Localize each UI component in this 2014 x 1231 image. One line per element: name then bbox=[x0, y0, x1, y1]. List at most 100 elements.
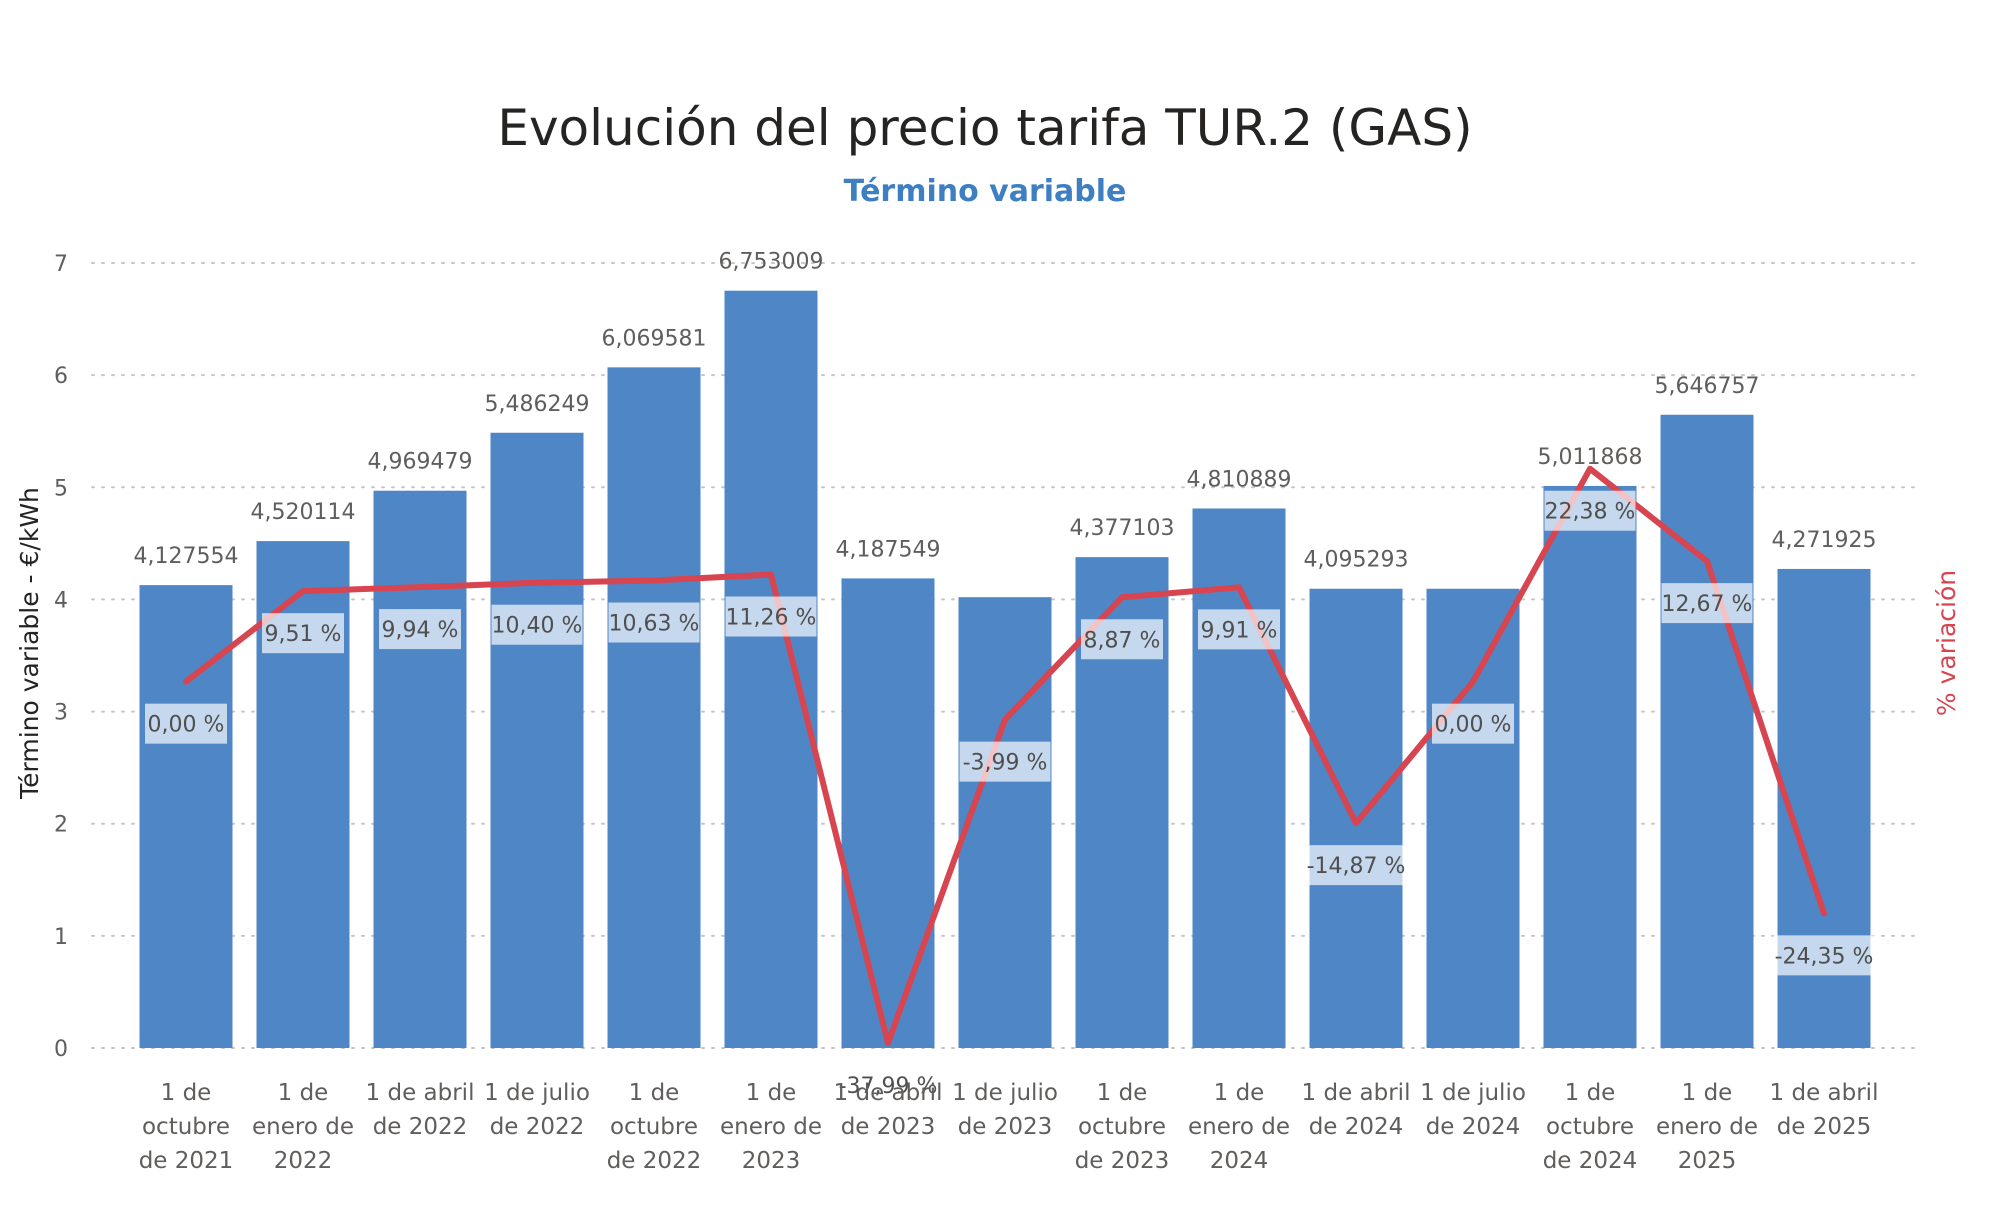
x-tick-label-line: 1 de abril bbox=[1302, 1080, 1411, 1106]
x-tick-label-line: 2023 bbox=[742, 1148, 801, 1174]
variation-label-bg bbox=[959, 741, 1051, 782]
x-tick-label-line: octubre bbox=[610, 1114, 698, 1140]
variation-label-bg bbox=[379, 609, 461, 650]
x-tick-label-line: de 2022 bbox=[373, 1114, 468, 1140]
x-tick-label: 1 de abril de 2024 bbox=[1302, 1080, 1411, 1140]
chart-title: Evolución del precio tarifa TUR.2 (GAS) bbox=[497, 99, 1472, 157]
variation-label-bg bbox=[608, 602, 700, 643]
bar-value-label: 4,377103 bbox=[1070, 516, 1175, 541]
bar bbox=[1543, 485, 1637, 1048]
x-tick-label: 1 de enero de 2022 bbox=[252, 1080, 354, 1174]
x-tick-label: 1 de enero de 2023 bbox=[720, 1080, 822, 1174]
variation-label: -24,35 % bbox=[1775, 944, 1874, 969]
x-tick-label-line: 1 de bbox=[1565, 1080, 1616, 1106]
x-tick-label: 1 de julio de 2024 bbox=[1420, 1080, 1526, 1140]
x-tick-label-line: de 2024 bbox=[1309, 1114, 1404, 1140]
bar-value-label: 4,810889 bbox=[1187, 467, 1292, 492]
x-tick-label-line: de 2022 bbox=[607, 1148, 702, 1174]
variation-label: 10,63 % bbox=[609, 612, 700, 637]
chart-subtitle: Término variable bbox=[844, 174, 1127, 209]
variation-label: -3,99 % bbox=[963, 751, 1048, 776]
bar bbox=[139, 585, 233, 1048]
x-tick-label-line: 1 de bbox=[161, 1080, 212, 1106]
x-tick-label-line: enero de bbox=[1188, 1114, 1290, 1140]
x-tick-label-line: de 2022 bbox=[490, 1114, 585, 1140]
variation-label-bg bbox=[1081, 619, 1163, 660]
bar bbox=[1426, 588, 1520, 1048]
y-tick-label: 3 bbox=[54, 701, 68, 726]
bar bbox=[490, 432, 584, 1048]
y-tick-label: 1 bbox=[54, 925, 68, 950]
x-tick-label-line: de 2023 bbox=[1075, 1148, 1170, 1174]
variation-label-bg bbox=[262, 613, 344, 654]
x-tick-label-line: 2022 bbox=[274, 1148, 333, 1174]
bar-value-label: 4,187549 bbox=[836, 537, 941, 562]
variation-label-bg bbox=[491, 604, 583, 645]
x-tick-label: 1 de octubre de 2021 bbox=[139, 1080, 234, 1174]
x-tick-label-line: 1 de bbox=[629, 1080, 680, 1106]
variation-label-bg bbox=[1544, 490, 1636, 531]
variation-label-bg bbox=[1432, 703, 1514, 744]
x-tick-label-line: octubre bbox=[142, 1114, 230, 1140]
x-tick-label-line: 2025 bbox=[1678, 1148, 1737, 1174]
y-tick-label: 0 bbox=[54, 1037, 68, 1062]
x-tick-label: 1 de abril de 2023 bbox=[834, 1080, 943, 1140]
x-tick-label-line: de 2023 bbox=[841, 1114, 936, 1140]
x-tick-label: 1 de julio de 2022 bbox=[484, 1080, 590, 1140]
x-tick-label-line: de 2024 bbox=[1426, 1114, 1521, 1140]
x-tick-label-line: 2024 bbox=[1210, 1148, 1269, 1174]
y-tick-label: 7 bbox=[54, 252, 68, 277]
bar-value-label: 5,486249 bbox=[485, 392, 590, 417]
bar bbox=[1192, 508, 1286, 1048]
bar-value-label: 4,095293 bbox=[1304, 548, 1409, 573]
x-tick-label: 1 de enero de 2024 bbox=[1188, 1080, 1290, 1174]
x-tick-label-line: octubre bbox=[1546, 1114, 1634, 1140]
variation-label-bg bbox=[725, 596, 817, 637]
bar-value-label: 5,646757 bbox=[1655, 374, 1760, 399]
y-axis-title: Término variable - €/kWh bbox=[15, 487, 44, 800]
variation-label: 9,91 % bbox=[1201, 618, 1278, 643]
bar bbox=[1660, 414, 1754, 1048]
x-axis-ticks: 1 de octubre de 2021 1 de enero de 2022 1 de a… bbox=[139, 1080, 1879, 1174]
y-tick-label: 5 bbox=[54, 476, 68, 501]
bar bbox=[373, 490, 467, 1048]
variation-data-labels: 0,00 % 9,51 % 9,94 % 10,40 % 10,63 % 11,26 % -… bbox=[145, 490, 1875, 1106]
x-tick-label-line: 1 de abril bbox=[834, 1080, 943, 1106]
y-axis-ticks: 0 1 2 3 4 5 6 7 bbox=[54, 252, 68, 1062]
x-tick-label-line: enero de bbox=[252, 1114, 354, 1140]
x-tick-label-line: 1 de bbox=[1682, 1080, 1733, 1106]
x-tick-label: 1 de octubre de 2023 bbox=[1075, 1080, 1170, 1174]
variation-label: 10,40 % bbox=[492, 614, 583, 639]
variation-label: -37,99 % bbox=[839, 1074, 938, 1099]
bar bbox=[724, 290, 818, 1049]
x-tick-label-line: enero de bbox=[720, 1114, 822, 1140]
variation-line-layer bbox=[183, 465, 1827, 1047]
x-tick-label-line: de 2024 bbox=[1543, 1148, 1638, 1174]
bar bbox=[958, 597, 1052, 1048]
variation-label: 9,94 % bbox=[382, 618, 459, 643]
x-tick-label-line: de 2021 bbox=[139, 1148, 234, 1174]
bar-value-label: 4,127554 bbox=[134, 544, 239, 569]
bar-value-label: 6,069581 bbox=[602, 326, 707, 351]
y2-axis-title: % variación bbox=[1932, 570, 1961, 716]
variation-label: 9,51 % bbox=[265, 622, 342, 647]
bar-data-labels: 4,127554 4,520114 4,969479 5,486249 6,069581… bbox=[134, 250, 1877, 573]
bar-value-label: 6,753009 bbox=[719, 250, 824, 275]
variation-label-bg bbox=[837, 1065, 939, 1106]
variation-label-bg bbox=[1773, 935, 1875, 976]
x-tick-label: 1 de abril de 2022 bbox=[366, 1080, 475, 1140]
x-tick-label-line: 1 de julio bbox=[484, 1080, 590, 1106]
variation-label: 22,38 % bbox=[1545, 500, 1636, 525]
bar-value-label: 4,271925 bbox=[1772, 528, 1877, 553]
x-tick-label-line: 1 de abril bbox=[1770, 1080, 1879, 1106]
x-tick-label-line: 1 de abril bbox=[366, 1080, 475, 1106]
x-tick-label-line: 1 de bbox=[1214, 1080, 1265, 1106]
bars bbox=[139, 290, 1871, 1049]
x-tick-label-line: 1 de bbox=[278, 1080, 329, 1106]
x-tick-label: 1 de julio de 2023 bbox=[952, 1080, 1058, 1140]
variation-line bbox=[183, 465, 1827, 1047]
x-tick-label-line: de 2025 bbox=[1777, 1114, 1872, 1140]
x-tick-label-line: enero de bbox=[1656, 1114, 1758, 1140]
